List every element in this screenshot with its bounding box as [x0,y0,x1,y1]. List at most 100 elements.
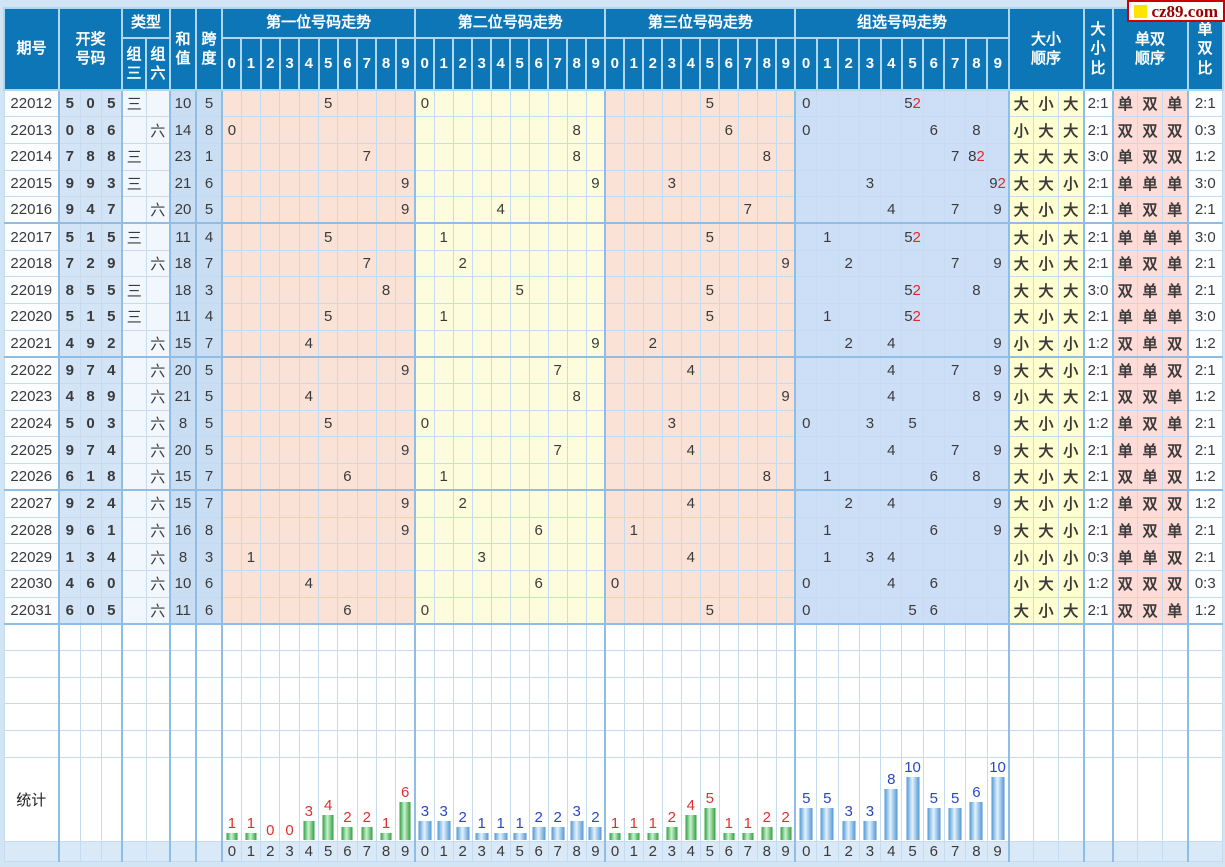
trend-cell [414,249,435,278]
group-digit: 8 [972,121,981,139]
header-digit: 6 [336,37,359,91]
trend-cell: 9 [395,489,416,518]
trend-cell [775,463,796,492]
trend-cell [356,383,377,411]
trend-cell [585,463,606,492]
stats-bar-cell: 10 [986,756,1010,842]
group-trend-cell [922,356,945,385]
footer-digit-label: 4 [680,840,701,862]
group-digit: 4 [887,548,896,566]
trend-cell [490,303,511,331]
empty-cell [1058,703,1085,731]
trend-cell: 0 [414,89,435,118]
site-logo[interactable]: cz89.com [1127,0,1225,22]
sum-value-cell: 10 [169,569,197,598]
trend-cell [661,489,682,518]
sum-value-cell: 11 [169,596,197,625]
stats-bar-cell: 5 [943,756,967,842]
group-trend-cell [858,222,882,251]
header-digit: 5 [317,37,339,91]
trend-cell [240,409,262,438]
trend-cell [547,303,568,331]
size-order-cell: 小 [1058,543,1085,571]
trend-cell [337,142,358,171]
group-digit: 4 [887,361,896,379]
group-digit: 6 [929,468,938,486]
trend-cell [337,383,358,411]
trend-cell [585,116,606,144]
span-value-cell: 3 [195,276,223,304]
trend-cell [642,89,663,118]
stats-bar-value: 1 [227,815,237,833]
trend-cell [471,409,492,438]
trend-cell [471,249,492,278]
stats-bar [494,833,508,840]
group-trend-cell [880,89,903,118]
trend-cell: 9 [395,516,416,545]
size-ratio-cell: 0:3 [1082,543,1114,571]
period-cell: 22012 [3,89,60,118]
parity-ratio-cell: 0:3 [1186,116,1224,144]
parity-order-cell: 单 [1162,409,1189,438]
stats-bar-value: 1 [477,815,486,833]
trend-cell [298,596,320,625]
trend-cell [221,222,242,251]
empty-cell [375,649,397,678]
trend-cell [604,303,625,331]
trend-cell [642,356,663,385]
draw-number-digit: 1 [79,222,102,251]
group-trend-cell [794,222,818,251]
trend-cell [471,196,492,225]
trend-cell [737,409,758,438]
trend-cell: 9 [395,356,416,385]
draw-number-digit: 9 [100,383,123,411]
stats-bar-cell: 1 [490,756,511,842]
empty-cell [1007,623,1035,651]
stats-bar-value: 5 [802,790,811,808]
footer-digit-label: 7 [356,840,377,862]
group-repeat-count: 2 [997,174,1006,192]
empty-cell [509,676,530,705]
group-digit: 0 [802,601,811,619]
stats-spacer-cell [145,756,171,842]
trend-cell [585,543,606,571]
empty-cell [718,703,739,731]
trend-cell [623,222,644,251]
draw-number-digit: 5 [58,89,81,118]
empty-cell [718,623,739,651]
trend-cell [528,356,549,385]
logo-text: cz89.com [1151,1,1218,21]
trend-cell [509,356,530,385]
group-trend-cell: 9 [986,356,1010,385]
parity-order-cell: 双 [1162,436,1189,465]
trend-cell [509,303,530,331]
trend-cell [375,516,397,545]
group-digit: 7 [950,254,960,272]
group-trend-cell [858,383,882,411]
group-trend-cell [901,383,924,411]
trend-cell [356,409,377,438]
trend-cell [452,356,473,385]
footer-digit-label: 5 [901,840,924,862]
parity-order-cell: 单 [1162,303,1189,331]
group-digit: 2 [844,334,853,352]
trend-cell [737,116,758,144]
size-order-cell: 大 [1007,303,1035,331]
empty-cell [1137,730,1164,758]
header-digit: 8 [964,37,989,91]
draw-number-digit: 4 [79,196,102,225]
draw-number-digit: 5 [100,596,123,625]
empty-cell [528,676,549,705]
table-row: 22023 4 8 9 六 21 5 4 8 9 4 8 9 小大大 2:1 双双单 1:2 [3,383,1224,411]
footer-digit-label: 4 [298,840,320,862]
group-digit: 2 [844,254,853,272]
group-trend-cell [816,329,839,358]
trend-cell: 7 [737,196,758,225]
stats-bar-value: 3 [439,802,448,820]
stats-bar-value: 1 [610,815,620,833]
trend-cell [375,196,397,225]
empty-cell [623,703,644,731]
type-group6-cell [145,303,171,331]
trend-cell [221,409,242,438]
empty-cell [699,730,720,758]
